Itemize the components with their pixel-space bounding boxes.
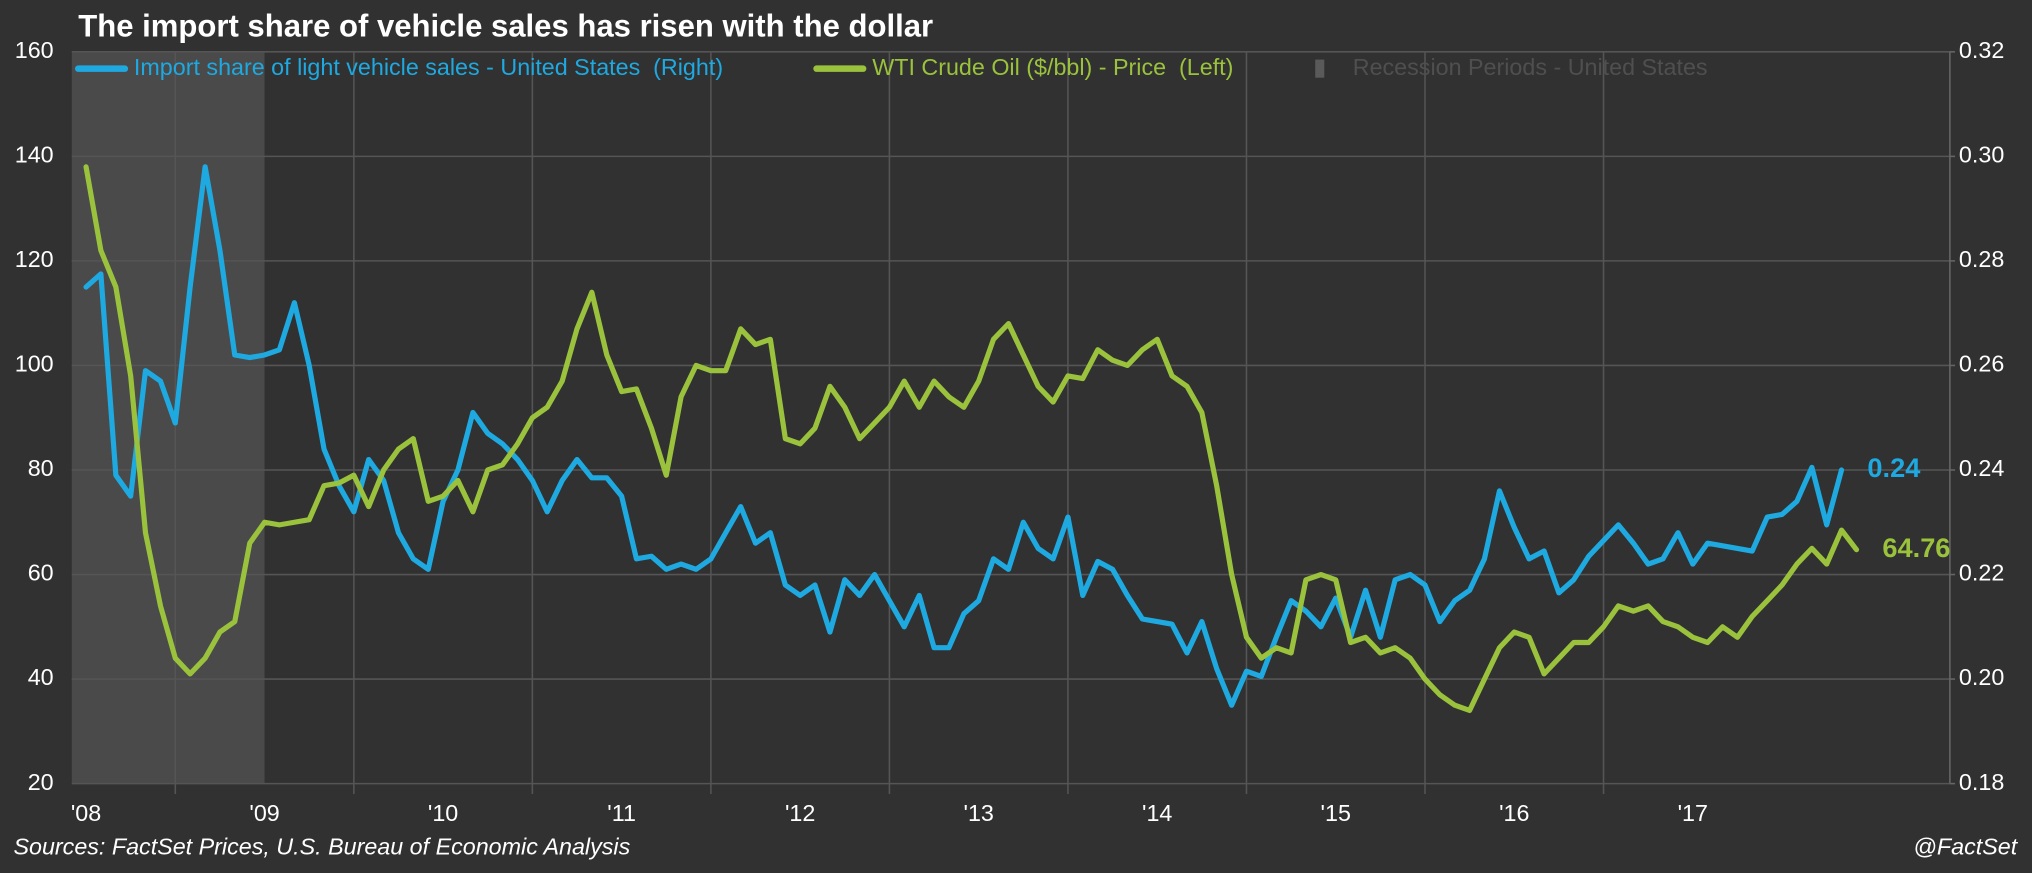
y2-tick-label: 0.22 (1959, 560, 2004, 586)
y2-tick-label: 0.20 (1959, 664, 2004, 690)
y-tick-label: 20 (28, 769, 54, 795)
x-tick-label: '09 (249, 800, 279, 826)
y-tick-label: 40 (28, 664, 54, 690)
grid (71, 51, 1956, 794)
end-label: 64.76 (1882, 532, 1950, 563)
legend-swatch (1315, 59, 1325, 78)
texts: The import share of vehicle sales has ri… (13, 9, 2018, 860)
legend-label: Recession Periods - United States (1353, 54, 1708, 80)
x-tick-label: '15 (1321, 800, 1351, 826)
y2-tick-label: 0.26 (1959, 351, 2004, 377)
plot-back (71, 51, 265, 784)
y2-tick-label: 0.24 (1959, 455, 2004, 481)
end-label: 0.24 (1867, 452, 1920, 483)
credit: @FactSet (1913, 834, 2018, 860)
y-tick-label: 120 (15, 246, 54, 272)
x-tick-label: '13 (963, 800, 993, 826)
y2-tick-label: 0.28 (1959, 246, 2004, 272)
series-line (83, 164, 1860, 714)
x-tick-label: '12 (785, 800, 815, 826)
legend-label: WTI Crude Oil ($/bbl) - Price (Left) (872, 54, 1233, 80)
x-tick-label: '14 (1142, 800, 1172, 826)
chart-title: The import share of vehicle sales has ri… (78, 9, 933, 44)
y2-tick-label: 0.30 (1959, 142, 2004, 168)
source: Sources: FactSet Prices, U.S. Bureau of … (13, 834, 630, 860)
lines (83, 164, 1860, 714)
series-line (83, 164, 1845, 708)
x-tick-label: '08 (71, 800, 101, 826)
y2-tick-label: 0.18 (1959, 769, 2004, 795)
y-tick-label: 100 (15, 351, 54, 377)
x-tick-label: '17 (1678, 800, 1708, 826)
legend-label: Import share of light vehicle sales - Un… (134, 54, 723, 80)
x-tick-label: '16 (1499, 800, 1529, 826)
y-tick-label: 160 (15, 37, 54, 63)
y-tick-label: 140 (15, 142, 54, 168)
y2-tick-label: 0.32 (1959, 37, 2004, 63)
x-tick-label: '11 (607, 800, 636, 826)
recession-band (71, 51, 265, 784)
x-tick-label: '10 (428, 800, 458, 826)
y-tick-label: 80 (28, 455, 54, 481)
y-tick-label: 60 (28, 560, 54, 586)
